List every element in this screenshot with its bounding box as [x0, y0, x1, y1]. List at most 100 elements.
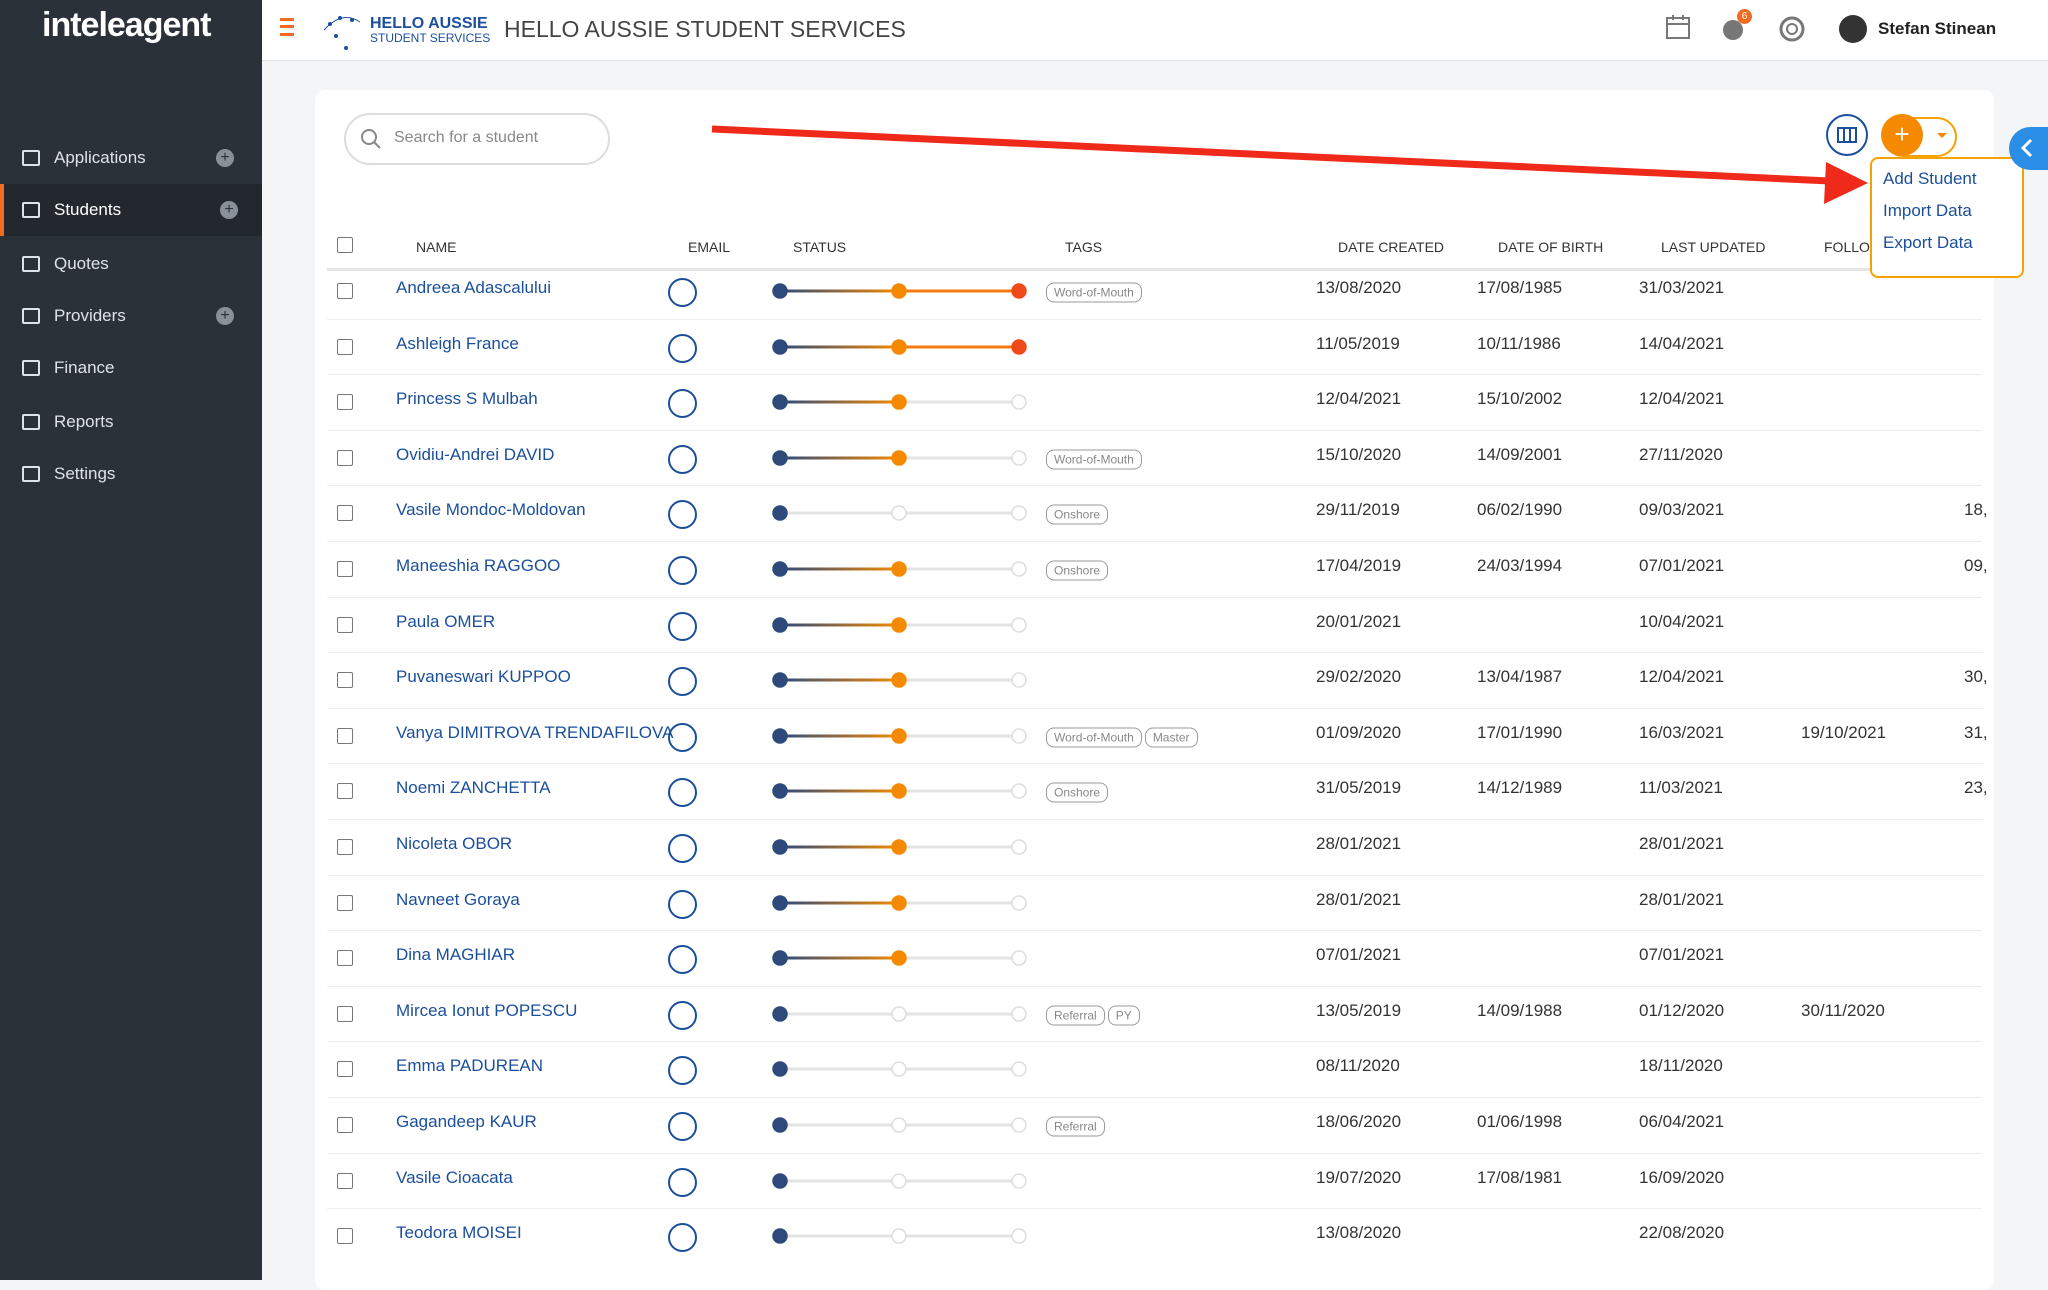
nav-label: Applications: [54, 148, 146, 167]
row-checkbox[interactable]: [337, 1061, 353, 1078]
row-checkbox[interactable]: [337, 727, 353, 744]
email-button[interactable]: [668, 945, 697, 975]
tag: Onshore: [1046, 560, 1109, 581]
dropdown-item[interactable]: Add Student: [1883, 169, 1977, 188]
student-name[interactable]: Princess S Mulbah: [396, 389, 538, 409]
email-button[interactable]: [668, 667, 697, 697]
nav-item[interactable]: Settings: [0, 448, 262, 500]
row-checkbox[interactable]: [337, 449, 353, 466]
email-button[interactable]: [668, 834, 697, 863]
student-name[interactable]: Noemi ZANCHETTA: [396, 778, 551, 798]
status-dot: [891, 394, 907, 410]
nav-add[interactable]: +: [216, 307, 234, 325]
row-checkbox[interactable]: [337, 505, 353, 522]
column-header[interactable]: DATE CREATED: [1338, 239, 1445, 255]
dropdown-item[interactable]: Import Data: [1883, 201, 1972, 220]
email-button[interactable]: [668, 1167, 697, 1197]
student-name[interactable]: Puvaneswari KUPPOO: [396, 667, 571, 687]
user-name[interactable]: Stefan Stinean: [1878, 19, 1997, 38]
row-checkbox[interactable]: [337, 839, 353, 855]
column-header[interactable]: FOLLOW: [1824, 239, 1884, 255]
email-button[interactable]: [668, 1000, 697, 1030]
row-checkbox[interactable]: [337, 1117, 353, 1133]
student-name[interactable]: Paula OMER: [396, 611, 496, 631]
student-name[interactable]: Nicoleta OBOR: [396, 834, 513, 853]
student-name[interactable]: Mircea Ionut POPESCU: [396, 1000, 578, 1020]
nav-item[interactable]: Finance: [0, 342, 262, 394]
select-all[interactable]: [337, 237, 353, 253]
email-button[interactable]: [668, 1056, 697, 1086]
row-checkbox[interactable]: [337, 1172, 353, 1189]
nav-item[interactable]: Students +: [0, 184, 262, 236]
email-button[interactable]: [668, 1112, 697, 1141]
email-button[interactable]: [668, 500, 697, 530]
email-button[interactable]: [668, 778, 697, 808]
cell-follow: 19/10/2021: [1801, 722, 1887, 742]
column-header[interactable]: EMAIL: [688, 239, 731, 255]
cell-updated: 09/03/2021: [1639, 500, 1725, 520]
row-checkbox[interactable]: [337, 672, 353, 689]
student-name[interactable]: Vanya DIMITROVA TRENDAFILOVA: [396, 722, 674, 742]
row-checkbox[interactable]: [337, 1228, 353, 1245]
row-checkbox[interactable]: [337, 338, 353, 355]
student-name[interactable]: Vasile Mondoc-Moldovan: [396, 500, 586, 520]
column-header[interactable]: STATUS: [793, 239, 847, 255]
dropdown-item[interactable]: Export Data: [1883, 233, 1973, 252]
column-header[interactable]: TAGS: [1065, 239, 1103, 255]
student-name[interactable]: Maneeshia RAGGOO: [396, 556, 561, 575]
help-icon[interactable]: [1778, 15, 1806, 43]
email-button[interactable]: [668, 1223, 697, 1253]
email-button[interactable]: [668, 333, 697, 363]
chat-icon[interactable]: [1721, 14, 1749, 42]
nav-icon: [22, 202, 40, 218]
student-name[interactable]: Navneet Goraya: [396, 889, 520, 909]
row-checkbox[interactable]: [337, 394, 353, 411]
search-box[interactable]: Search for a student: [344, 113, 610, 165]
nav-item[interactable]: Reports: [0, 396, 262, 448]
student-name[interactable]: Ashleigh France: [396, 333, 519, 353]
nav-item[interactable]: Providers +: [0, 290, 262, 342]
email-button[interactable]: [668, 444, 697, 474]
email-button[interactable]: [668, 611, 697, 641]
row-checkbox[interactable]: [337, 1005, 353, 1022]
nav-add[interactable]: +: [216, 149, 234, 167]
row-checkbox[interactable]: [337, 783, 353, 800]
status-dot: [1011, 1006, 1027, 1022]
student-name[interactable]: Teodora MOISEI: [396, 1223, 522, 1243]
nav-item[interactable]: Quotes: [0, 238, 262, 290]
column-header[interactable]: LAST UPDATED: [1661, 239, 1766, 255]
student-name[interactable]: Emma PADUREAN: [396, 1056, 544, 1076]
student-name[interactable]: Andreea Adascalului: [396, 278, 552, 297]
progress: [780, 623, 899, 627]
student-name[interactable]: Ovidiu-Andrei DAVID: [396, 444, 555, 464]
nav-add[interactable]: +: [220, 201, 238, 219]
row-checkbox[interactable]: [337, 950, 353, 967]
status-dot: [772, 783, 788, 800]
menu-toggle[interactable]: [280, 18, 294, 36]
status-dot: [1011, 338, 1027, 355]
status-dot: [1011, 561, 1027, 577]
add-button[interactable]: +: [1881, 114, 1923, 156]
row-checkbox[interactable]: [337, 894, 353, 911]
email-button[interactable]: [668, 389, 697, 419]
side-panel-tab[interactable]: [2009, 127, 2048, 170]
student-name[interactable]: Dina MAGHIAR: [396, 945, 516, 965]
status-dot: [772, 950, 788, 966]
avatar[interactable]: [1839, 15, 1867, 43]
email-button[interactable]: [668, 556, 697, 585]
row-checkbox[interactable]: [337, 283, 353, 299]
email-button[interactable]: [668, 722, 697, 752]
column-header[interactable]: DATE OF BIRTH: [1498, 239, 1604, 255]
email-button[interactable]: [668, 889, 697, 919]
cell-extra: 09,: [1964, 556, 1988, 575]
nav-item[interactable]: Applications +: [0, 132, 262, 184]
email-button[interactable]: [668, 278, 697, 307]
row-checkbox[interactable]: [337, 616, 353, 633]
columns-button[interactable]: [1826, 114, 1868, 156]
calendar-icon[interactable]: [1665, 14, 1691, 40]
dropdown-caret[interactable]: [1937, 133, 1947, 143]
row-checkbox[interactable]: [337, 561, 353, 577]
column-header[interactable]: NAME: [416, 239, 457, 255]
student-name[interactable]: Gagandeep KAUR: [396, 1112, 537, 1131]
student-name[interactable]: Vasile Cioacata: [396, 1167, 513, 1187]
